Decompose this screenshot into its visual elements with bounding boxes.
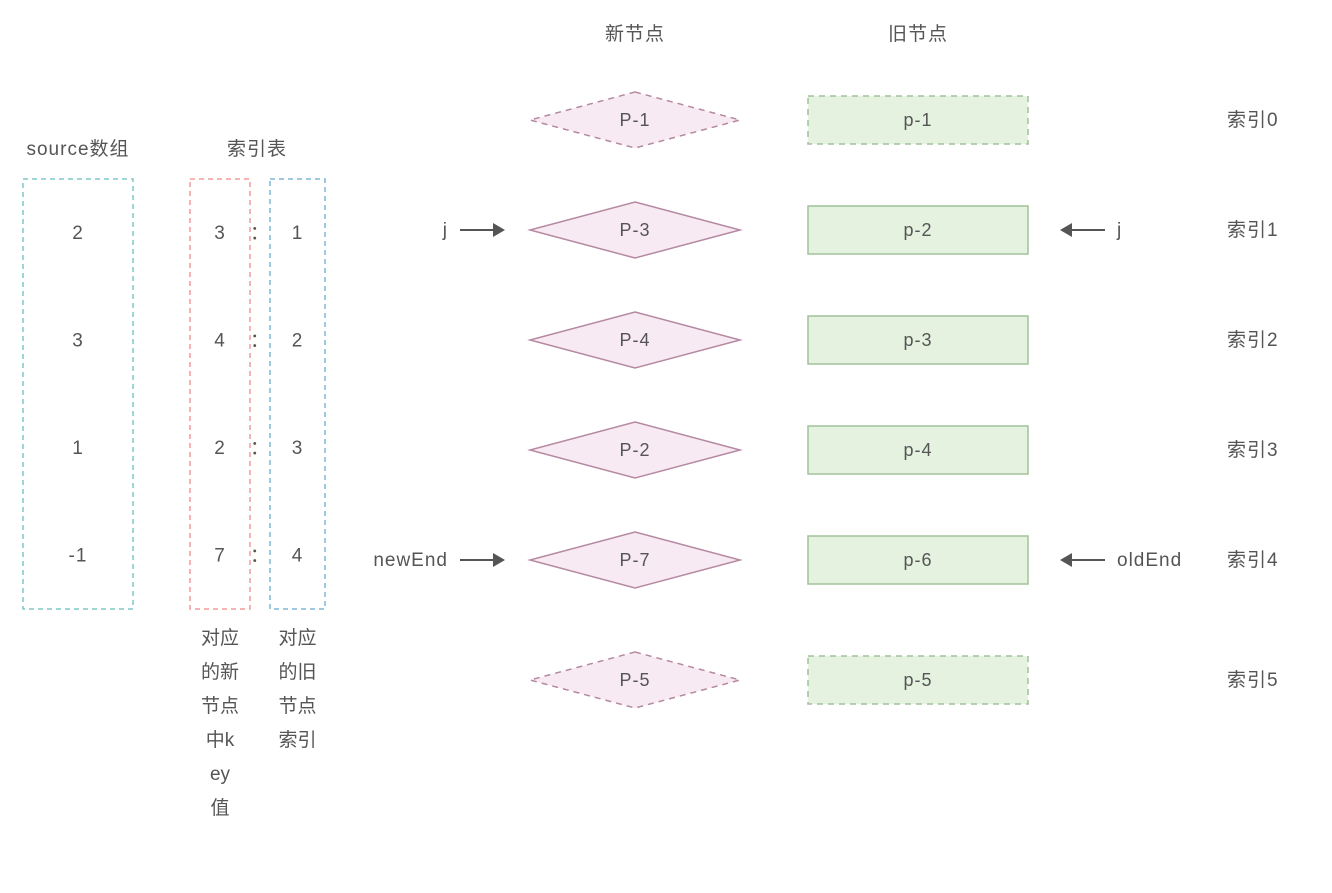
index-key: 7 bbox=[214, 545, 226, 566]
index-key-col-label: 值 bbox=[210, 797, 229, 819]
new-node-label: P-7 bbox=[619, 550, 650, 570]
index-val: 1 bbox=[292, 223, 304, 244]
new-node-label: P-4 bbox=[619, 330, 650, 350]
new-node-label: P-2 bbox=[619, 440, 650, 460]
arrowhead-icon bbox=[1060, 553, 1072, 567]
arrowhead-icon bbox=[493, 553, 505, 567]
index-key: 2 bbox=[214, 438, 226, 459]
index-val-col-label: 索引 bbox=[278, 729, 316, 751]
row-index-label: 索引1 bbox=[1227, 219, 1279, 241]
index-key-col-label: ey bbox=[210, 764, 231, 785]
index-val: 4 bbox=[292, 545, 304, 566]
new-node-label: P-5 bbox=[619, 670, 650, 690]
source-array-title: source数组 bbox=[26, 138, 129, 160]
index-key: 3 bbox=[214, 223, 226, 244]
row-index-label: 索引3 bbox=[1227, 439, 1279, 461]
index-val: 3 bbox=[292, 438, 304, 459]
row-index-label: 索引2 bbox=[1227, 329, 1279, 351]
source-value: 1 bbox=[72, 438, 84, 459]
old-node-label: p-3 bbox=[903, 330, 932, 350]
old-node-label: p-4 bbox=[903, 440, 932, 460]
index-val-col-label: 对应 bbox=[278, 627, 316, 649]
index-key-col-label: 节点 bbox=[201, 695, 239, 717]
index-table-title: 索引表 bbox=[227, 138, 287, 160]
pointer-label-right: oldEnd bbox=[1117, 550, 1182, 571]
index-sep: ： bbox=[250, 223, 270, 244]
index-sep: ： bbox=[250, 330, 270, 351]
pointer-label-left: newEnd bbox=[373, 550, 448, 571]
row-index-label: 索引4 bbox=[1227, 549, 1279, 571]
index-key-col-label: 中k bbox=[206, 729, 235, 751]
row-index-label: 索引5 bbox=[1227, 669, 1279, 691]
new-node-label: P-3 bbox=[619, 220, 650, 240]
old-node-label: p-1 bbox=[903, 110, 932, 130]
index-sep: ： bbox=[250, 438, 270, 459]
source-value: 3 bbox=[72, 330, 84, 351]
old-node-label: p-2 bbox=[903, 220, 932, 240]
index-sep: ： bbox=[250, 545, 270, 566]
index-val-col-label: 的旧 bbox=[278, 661, 316, 683]
old-nodes-title: 旧节点 bbox=[888, 23, 948, 45]
index-key: 4 bbox=[214, 330, 226, 351]
source-value: 2 bbox=[72, 223, 84, 244]
index-key-col-label: 的新 bbox=[201, 661, 239, 683]
new-node-label: P-1 bbox=[619, 110, 650, 130]
arrowhead-icon bbox=[1060, 223, 1072, 237]
index-val: 2 bbox=[292, 330, 304, 351]
pointer-label-left: j bbox=[442, 220, 448, 241]
index-val-col-label: 节点 bbox=[278, 695, 316, 717]
old-node-label: p-5 bbox=[903, 670, 932, 690]
old-node-label: p-6 bbox=[903, 550, 932, 570]
pointer-label-right: j bbox=[1116, 220, 1122, 241]
row-index-label: 索引0 bbox=[1227, 109, 1279, 131]
new-nodes-title: 新节点 bbox=[605, 23, 665, 45]
source-value: -1 bbox=[69, 545, 88, 566]
arrowhead-icon bbox=[493, 223, 505, 237]
index-key-col-label: 对应 bbox=[201, 627, 239, 649]
